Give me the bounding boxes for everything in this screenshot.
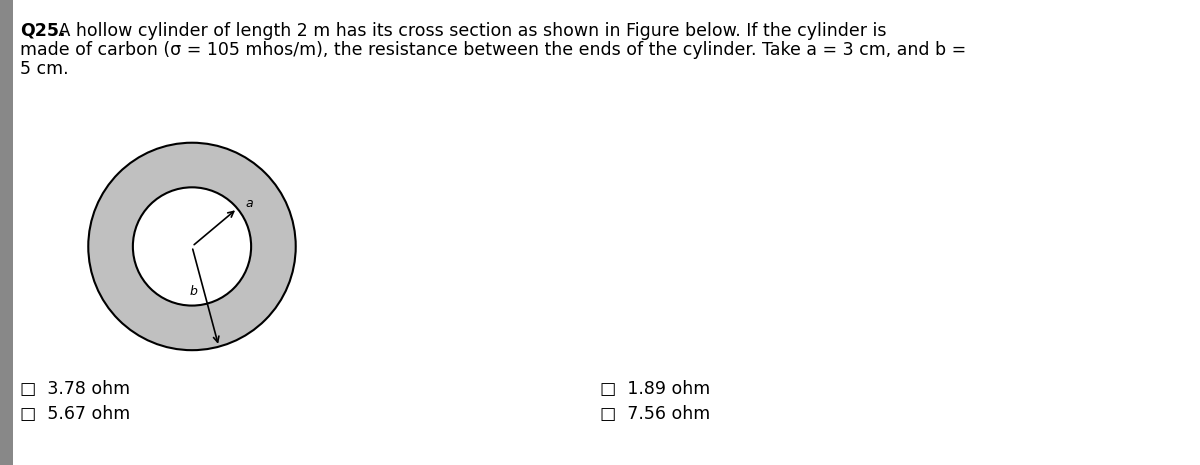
Text: □  1.89 ohm: □ 1.89 ohm <box>600 380 710 398</box>
Text: 5 cm.: 5 cm. <box>20 60 68 78</box>
Text: a: a <box>246 197 253 210</box>
Circle shape <box>133 187 251 306</box>
Circle shape <box>89 143 295 350</box>
Text: Q25.: Q25. <box>20 22 66 40</box>
Bar <box>0 0 13 465</box>
Text: b: b <box>190 285 197 298</box>
Text: □  3.78 ohm: □ 3.78 ohm <box>20 380 130 398</box>
Text: □  5.67 ohm: □ 5.67 ohm <box>20 405 131 423</box>
Text: □  7.56 ohm: □ 7.56 ohm <box>600 405 710 423</box>
Text: A hollow cylinder of length 2 m has its cross section as shown in Figure below. : A hollow cylinder of length 2 m has its … <box>53 22 887 40</box>
Text: made of carbon (σ = 105 mhos/m), the resistance between the ends of the cylinder: made of carbon (σ = 105 mhos/m), the res… <box>20 41 966 59</box>
